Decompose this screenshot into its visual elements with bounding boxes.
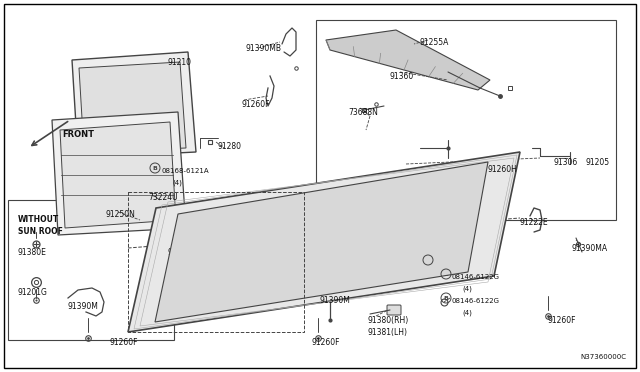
Text: 91201G: 91201G	[18, 288, 48, 297]
Text: SUN ROOF: SUN ROOF	[18, 227, 63, 236]
Polygon shape	[52, 112, 186, 235]
Text: 91390M: 91390M	[320, 296, 351, 305]
Bar	[128, 192, 304, 332]
Text: 91390MA: 91390MA	[572, 244, 608, 253]
Text: 91260H: 91260H	[488, 165, 518, 174]
Text: 91380E: 91380E	[18, 248, 47, 257]
Text: 91260F: 91260F	[548, 316, 577, 325]
Text: -91318N: -91318N	[400, 260, 433, 269]
Text: 08168-6121A: 08168-6121A	[162, 168, 210, 174]
Text: B: B	[426, 259, 431, 263]
Bar	[8, 200, 174, 340]
Polygon shape	[128, 152, 520, 332]
Text: (4): (4)	[462, 309, 472, 315]
Text: B: B	[444, 296, 449, 301]
FancyBboxPatch shape	[455, 219, 471, 231]
Text: 91390M: 91390M	[68, 302, 99, 311]
Text: 91260F: 91260F	[110, 338, 138, 347]
Text: 91222E: 91222E	[520, 218, 548, 227]
Text: 91306: 91306	[554, 158, 579, 167]
Polygon shape	[326, 30, 490, 90]
Polygon shape	[60, 122, 176, 228]
Text: 08146-6122G: 08146-6122G	[452, 298, 500, 304]
Text: B: B	[444, 273, 449, 278]
Text: (4): (4)	[462, 285, 472, 292]
Text: B: B	[152, 167, 157, 171]
Text: 91381(LH): 91381(LH)	[368, 328, 408, 337]
Text: 73224U: 73224U	[148, 193, 178, 202]
Text: 91318NA: 91318NA	[430, 232, 465, 241]
FancyBboxPatch shape	[387, 305, 401, 315]
Text: 91280: 91280	[218, 142, 242, 151]
Text: 73670C: 73670C	[212, 296, 242, 305]
Polygon shape	[79, 62, 186, 152]
Text: N37360000C: N37360000C	[580, 354, 626, 360]
Text: 91260F: 91260F	[312, 338, 340, 347]
Text: 73688N: 73688N	[348, 108, 378, 117]
Text: 91295: 91295	[168, 248, 192, 257]
Text: 08146-6122G: 08146-6122G	[452, 274, 500, 280]
Text: 91205: 91205	[585, 158, 609, 167]
Polygon shape	[72, 52, 196, 158]
Text: FRONT: FRONT	[62, 130, 94, 139]
Bar	[316, 20, 616, 220]
Text: 91380(RH): 91380(RH)	[368, 316, 409, 325]
Text: 91250N: 91250N	[105, 210, 135, 219]
Text: 91390MB: 91390MB	[246, 44, 282, 53]
FancyBboxPatch shape	[189, 235, 201, 247]
Text: 91260F: 91260F	[242, 100, 271, 109]
Text: (4): (4)	[172, 180, 182, 186]
Text: 91210: 91210	[168, 58, 192, 67]
Text: 91255A: 91255A	[248, 254, 277, 263]
Polygon shape	[155, 162, 488, 322]
Text: 91255A: 91255A	[420, 38, 449, 47]
Text: 91360: 91360	[390, 72, 414, 81]
Text: WITHOUT: WITHOUT	[18, 215, 60, 224]
